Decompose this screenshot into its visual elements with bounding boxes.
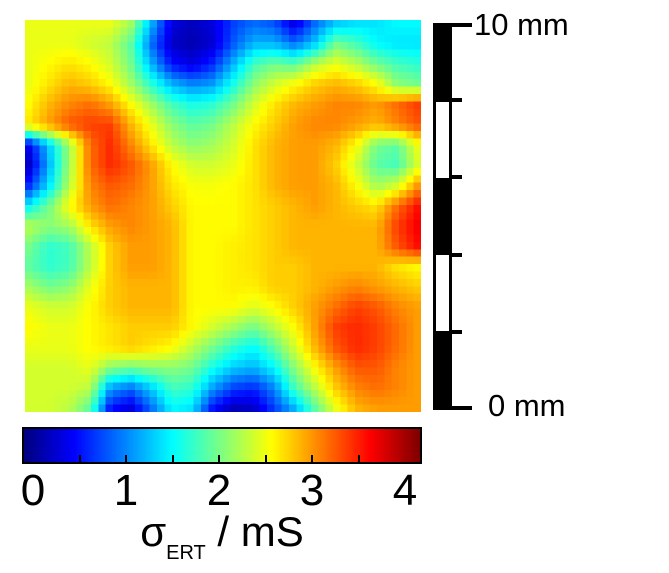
colorbar-tick-label: 0 (20, 466, 46, 515)
scale-bar (433, 23, 452, 410)
colorbar-minor-tick (311, 455, 313, 462)
units-text: / mS (205, 508, 304, 555)
colorbar-tick-label: 2 (206, 466, 232, 515)
scale-bar-tick-top (450, 23, 472, 27)
colorbar-minor-tick (125, 455, 127, 462)
scale-bar-segment (436, 178, 449, 255)
colorbar-canvas (24, 429, 420, 462)
colorbar-tick-label: 1 (113, 466, 139, 515)
colorbar-minor-tick (172, 455, 174, 462)
colorbar (22, 427, 422, 464)
colorbar-tick-label: 3 (299, 466, 325, 515)
colorbar-minor-tick (265, 455, 267, 462)
colorbar-minor-tick (218, 455, 220, 462)
colorbar-minor-tick (79, 455, 81, 462)
scale-bar-tick (450, 330, 462, 334)
colorbar-minor-tick (358, 455, 360, 462)
scale-bar-tick (450, 175, 462, 179)
scale-bar-bottom-label: 0 mm (488, 388, 566, 423)
scale-bar-tick (450, 98, 462, 102)
scale-bar-tick-bottom (450, 406, 472, 410)
sigma-symbol: σ (140, 508, 167, 555)
heatmap-canvas (25, 20, 421, 412)
colorbar-axis-label: σERT / mS (22, 508, 422, 564)
scale-bar-segment (436, 330, 449, 408)
scale-bar-tick (450, 253, 462, 257)
sigma-subscript: ERT (166, 542, 206, 564)
scale-bar-top-label: 10 mm (474, 7, 569, 42)
scale-bar-segment (436, 254, 449, 331)
colorbar-tick-label: 4 (392, 466, 418, 515)
scale-bar-segment (436, 26, 449, 103)
scale-bar-segment (436, 102, 449, 179)
